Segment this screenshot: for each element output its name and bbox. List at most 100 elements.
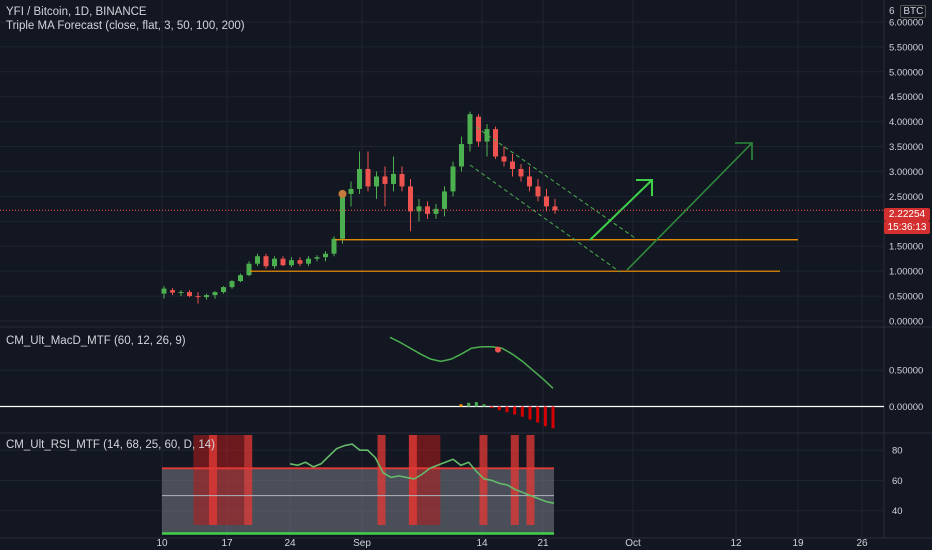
candle-body: [204, 295, 209, 298]
candle-body: [238, 275, 243, 282]
candle-body: [510, 161, 515, 169]
candle-body: [348, 188, 354, 194]
macd-line: [389, 336, 554, 389]
macd-histogram-bar: [459, 404, 463, 407]
candle-body: [212, 292, 218, 296]
rsi-alert-bar: [408, 435, 417, 525]
macd-title: CM_Ult_MacD_MTF (60, 12, 26, 9): [6, 335, 186, 347]
candle-body: [518, 168, 524, 177]
price-tick-label: 1.00000: [889, 267, 923, 278]
rsi-title: CM_Ult_RSI_MTF (14, 68, 25, 60, D, 14): [6, 439, 215, 451]
macd-histogram-bar: [505, 406, 509, 413]
candle-body: [535, 186, 541, 197]
channel-lower: [469, 164, 621, 273]
candle-body: [357, 168, 362, 189]
price-tick-label: 0.00000: [889, 317, 923, 328]
forecast-arrow-long: [626, 142, 753, 271]
rsi-alert-bar: [526, 435, 535, 525]
x-tick-label: 19: [792, 538, 804, 549]
price-tick-label: 6.00000: [889, 17, 923, 28]
price-tick-label: 2.50000: [889, 192, 923, 203]
candle-body: [178, 292, 184, 294]
candle-body: [527, 176, 532, 187]
candle-body: [280, 258, 286, 266]
candle-body: [187, 292, 192, 297]
price-tick-label: 3.00000: [889, 167, 923, 178]
candle-body: [425, 206, 430, 214]
candle-body: [374, 176, 379, 187]
candle-body: [442, 191, 447, 209]
forecast-arrow-long-head: [735, 142, 753, 160]
candle-body: [272, 258, 277, 267]
candle-body: [391, 173, 396, 184]
x-tick-label: 14: [476, 538, 488, 549]
macd-histogram-bar: [490, 406, 494, 408]
price-tick-label: 5.00000: [889, 67, 923, 78]
candle-body: [433, 208, 439, 214]
rsi-tick-label: 80: [892, 446, 903, 457]
macd-histogram-bar: [543, 406, 547, 427]
candle-body: [382, 176, 388, 184]
rsi-line: [289, 443, 555, 504]
axis-labels: 10 17 24 Sep 14 21 Oct 12 19 26 6.00000 5.50000 5.00…: [156, 17, 923, 549]
rsi-alert-bar: [510, 435, 519, 525]
indicator-title: Triple MA Forecast (close, flat, 3, 50, …: [6, 20, 245, 32]
price-tick-label: 1.50000: [889, 242, 923, 253]
candle-body: [459, 144, 464, 167]
price-tick-label: 5.50000: [889, 42, 923, 53]
candle-body: [297, 260, 303, 264]
candle-body: [289, 260, 294, 266]
candle-body: [331, 238, 337, 254]
candle-body: [340, 193, 345, 239]
macd-histogram-bar: [528, 406, 532, 420]
macd-histogram-bar: [536, 406, 540, 423]
signal-dot: [338, 189, 347, 198]
symbol-title: YFI / Bitcoin, 1D, BINANCE: [6, 6, 147, 18]
price-tick-label: 4.50000: [889, 92, 923, 103]
macd-histogram-bar: [497, 406, 501, 411]
macd-histogram-bar: [513, 406, 517, 415]
price-tick-label: 4.00000: [889, 117, 923, 128]
candle-body: [161, 288, 167, 294]
x-tick-label: 10: [156, 538, 168, 549]
candle-body: [493, 129, 498, 157]
channel-upper: [475, 126, 636, 239]
candle-body: [552, 206, 558, 211]
candle-body: [484, 129, 490, 142]
macd-tick-label: 0.00000: [889, 402, 923, 413]
candle-body: [170, 290, 175, 293]
macd-histogram-bar: [551, 406, 555, 429]
x-tick-label: Sep: [353, 538, 371, 549]
rsi-tick-label: 60: [892, 476, 903, 487]
rsi-alert-bar: [244, 435, 253, 525]
macd-panel: [0, 336, 884, 429]
last-price-tag: 2.22254: [884, 208, 930, 221]
price-axis-top-label: 6: [889, 6, 895, 17]
currency-label[interactable]: 6 BTC: [889, 5, 927, 18]
countdown-tag: 15:36:13: [884, 221, 930, 234]
candle-body: [467, 114, 473, 145]
macd-cross-dot: [495, 346, 501, 353]
forecast-arrow-short-head: [636, 179, 653, 196]
rsi-alert-bar: [479, 435, 488, 525]
candle-body: [263, 256, 269, 267]
price-tick-label: 3.50000: [889, 142, 923, 153]
candle-body: [229, 281, 235, 288]
currency-unit: BTC: [900, 5, 927, 18]
candle-body: [450, 166, 456, 192]
x-tick-label: 21: [537, 538, 549, 549]
price-panel: [0, 111, 884, 304]
candle-body: [306, 258, 311, 264]
candle-body: [501, 156, 507, 162]
candle-body: [195, 296, 201, 298]
candle-body: [416, 206, 422, 212]
price-tick-label: 0.50000: [889, 292, 923, 303]
x-tick-label: 24: [284, 538, 296, 549]
candle-body: [314, 257, 320, 259]
rsi-panel: [162, 435, 555, 535]
candle-body: [399, 173, 405, 187]
x-tick-label: Oct: [625, 538, 641, 549]
macd-histogram-bar: [482, 404, 486, 407]
candle-body: [255, 256, 260, 264]
